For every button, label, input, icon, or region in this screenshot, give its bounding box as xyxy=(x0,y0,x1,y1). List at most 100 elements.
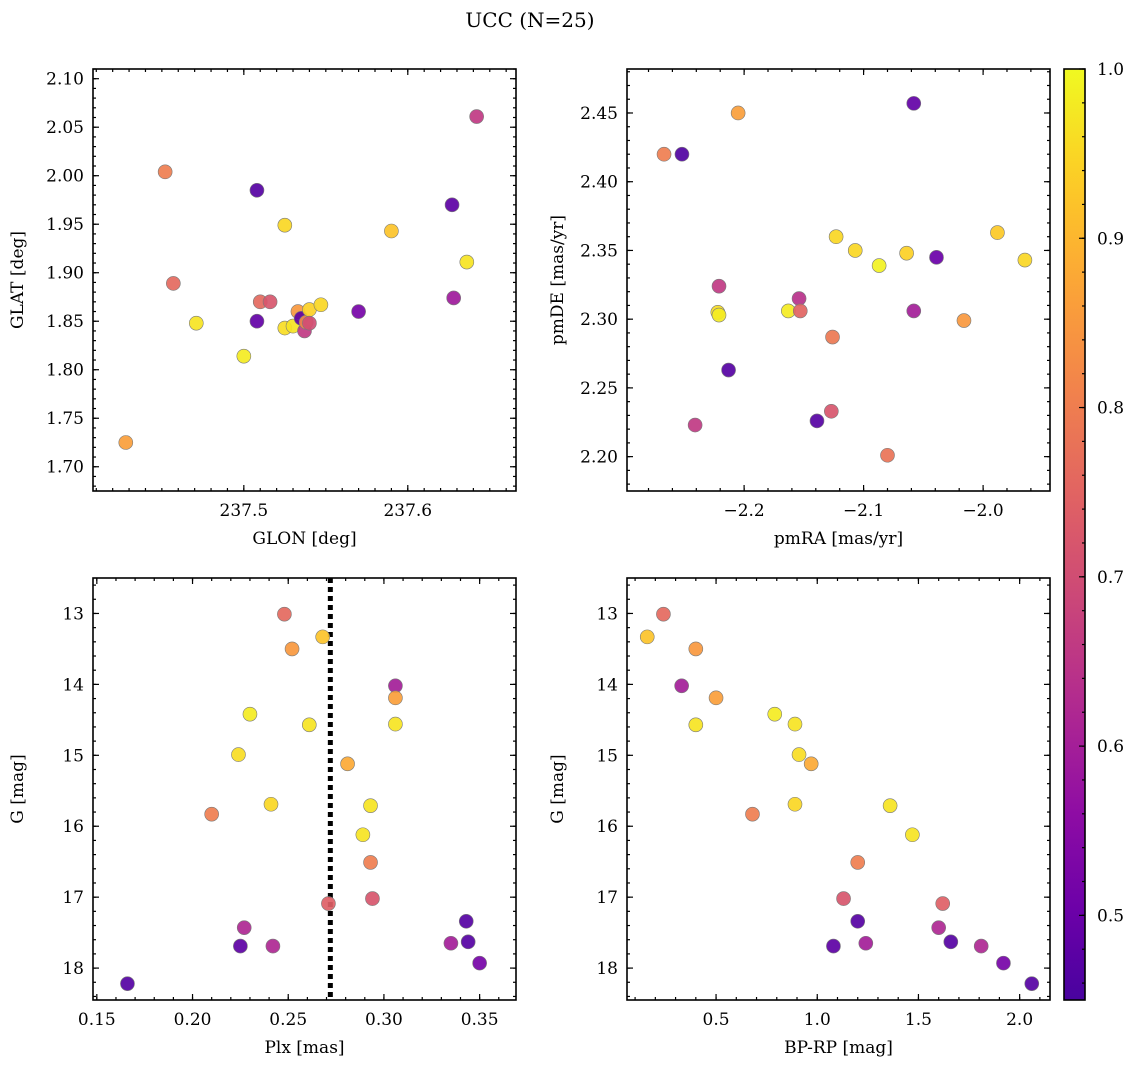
points-group xyxy=(118,109,484,450)
y-tick-label: 18 xyxy=(62,959,84,979)
x-axis-label: Plx [mas] xyxy=(264,1038,344,1058)
data-point xyxy=(166,276,181,291)
colorbar-tick-label: 0.9 xyxy=(1097,229,1124,249)
data-point xyxy=(792,303,808,319)
data-point xyxy=(301,717,317,733)
data-point xyxy=(249,182,265,198)
y-axis-label: G [mag] xyxy=(8,754,28,823)
data-point xyxy=(803,756,819,772)
panel-3: 0.15 0.20 0.25 0.30 0.35 13 14 15 16 17 18 Plx [mas… xyxy=(8,577,517,1058)
y-tick-label: 1.90 xyxy=(46,264,84,284)
data-point xyxy=(906,303,922,319)
x-tick-label: 1.5 xyxy=(905,1010,932,1030)
data-point xyxy=(745,806,760,822)
data-point xyxy=(825,329,840,345)
data-point xyxy=(656,606,671,622)
data-point xyxy=(1024,976,1040,991)
colorbar-tick-label: 0.8 xyxy=(1097,399,1124,419)
data-point xyxy=(850,855,866,870)
y-tick-label: 18 xyxy=(596,959,618,979)
data-point xyxy=(711,278,727,294)
x-tick-label: 1.0 xyxy=(804,1010,831,1030)
x-tick-label: 0.15 xyxy=(78,1010,116,1030)
data-point xyxy=(824,403,839,419)
colorbar-tick-label: 0.5 xyxy=(1097,906,1124,926)
data-point xyxy=(444,197,460,213)
data-point xyxy=(905,827,920,843)
colorbar-gradient xyxy=(1064,69,1085,1000)
data-point xyxy=(809,413,825,429)
panel-frame xyxy=(92,577,517,1001)
data-point xyxy=(355,827,371,843)
data-point xyxy=(687,417,703,433)
y-tick-label: 1.85 xyxy=(46,312,84,332)
data-point xyxy=(847,243,863,258)
y-tick-label: 1.70 xyxy=(46,458,84,478)
colorbar-tick-label: 0.6 xyxy=(1097,737,1124,757)
data-point xyxy=(340,756,355,772)
x-tick-label: 237.5 xyxy=(220,501,269,521)
data-point xyxy=(277,217,293,233)
data-point xyxy=(931,920,946,935)
y-tick-label: 2.05 xyxy=(46,118,84,138)
x-tick-label: −2.0 xyxy=(962,501,1003,521)
data-point xyxy=(388,716,403,732)
points-group xyxy=(120,578,487,1000)
panel-frame xyxy=(92,68,517,492)
data-point xyxy=(826,938,841,954)
x-tick-label: 0.35 xyxy=(461,1010,499,1030)
x-tick-label: −2.2 xyxy=(723,501,764,521)
y-tick-label: 2.40 xyxy=(580,173,618,193)
x-tick-label: 237.6 xyxy=(383,501,432,521)
data-point xyxy=(956,313,972,328)
data-point xyxy=(363,798,378,813)
y-tick-label: 1.95 xyxy=(46,215,84,235)
y-tick-label: 1.75 xyxy=(46,409,84,429)
data-point xyxy=(236,920,252,935)
data-point xyxy=(791,747,807,762)
panel-frame xyxy=(626,68,1051,492)
data-point xyxy=(882,798,898,813)
x-tick-label: 0.20 xyxy=(174,1010,212,1030)
data-point xyxy=(120,976,135,991)
y-tick-label: 2.00 xyxy=(46,167,84,187)
data-point xyxy=(388,690,403,706)
y-tick-label: 14 xyxy=(62,675,84,695)
y-axis-label: pmDE [mas/yr] xyxy=(548,215,568,345)
y-tick-label: 1.80 xyxy=(46,361,84,381)
data-point xyxy=(708,690,724,706)
data-point xyxy=(188,315,204,331)
x-tick-label: 2.0 xyxy=(1006,1010,1033,1030)
data-point xyxy=(443,935,459,951)
x-tick-label: 0.25 xyxy=(269,1010,307,1030)
y-tick-label: 2.25 xyxy=(580,379,618,399)
data-point xyxy=(460,934,476,950)
data-point xyxy=(674,146,690,162)
data-point xyxy=(674,678,689,694)
y-tick-label: 2.30 xyxy=(580,310,618,330)
data-point xyxy=(935,896,951,911)
data-point xyxy=(943,934,959,950)
data-point xyxy=(351,304,366,319)
data-point xyxy=(469,109,484,124)
x-axis-label: pmRA [mas/yr] xyxy=(774,529,903,549)
data-point xyxy=(365,891,380,906)
data-point xyxy=(302,315,317,331)
data-point xyxy=(906,96,922,111)
panel-4: 0.5 1.0 1.5 2.0 13 14 15 16 17 18 BP-RP [mag] G [ma… xyxy=(548,577,1051,1058)
data-point xyxy=(446,290,461,306)
x-axis-label: GLON [deg] xyxy=(252,529,356,549)
data-point xyxy=(265,938,281,954)
data-point xyxy=(929,250,944,265)
colorbar-frame xyxy=(1063,68,1086,1001)
data-point xyxy=(277,606,292,622)
data-point xyxy=(458,913,474,929)
data-point xyxy=(204,806,219,822)
data-point xyxy=(472,955,487,971)
data-point xyxy=(767,706,783,722)
data-point xyxy=(730,105,746,121)
y-axis-label: G [mag] xyxy=(548,754,568,823)
data-point xyxy=(384,223,399,239)
colorbar-tick-label: 1.0 xyxy=(1097,60,1124,80)
y-tick-label: 15 xyxy=(596,746,618,766)
